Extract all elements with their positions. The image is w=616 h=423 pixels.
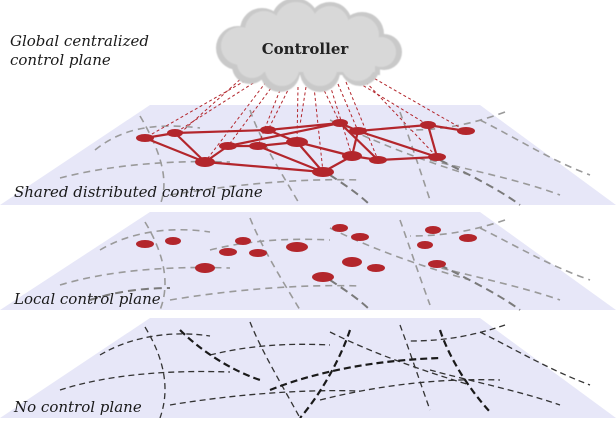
node: [260, 126, 276, 134]
node: [136, 134, 154, 142]
node: [367, 264, 385, 272]
node: [342, 257, 362, 267]
node: [349, 127, 367, 135]
shared-control-plane-label: Shared distributed control plane: [14, 183, 263, 201]
node: [286, 137, 308, 147]
node: [417, 241, 433, 249]
shared-plane-nodes: [136, 119, 475, 177]
node: [167, 129, 183, 137]
node: [286, 242, 308, 252]
node: [249, 249, 267, 257]
node: [459, 234, 477, 242]
node: [249, 142, 267, 150]
node: [195, 157, 215, 167]
node: [457, 127, 475, 135]
local-control-plane-label: Local control plane: [14, 290, 161, 308]
plane-shared-dark-links: [329, 159, 521, 206]
node: [136, 240, 154, 248]
node: [312, 167, 334, 177]
node: [428, 260, 446, 268]
controller-label: Controller: [261, 40, 349, 58]
node: [425, 226, 441, 234]
node: [312, 272, 334, 282]
node: [195, 263, 215, 273]
node: [219, 248, 237, 256]
local-plane-nodes: [136, 224, 477, 282]
node: [235, 237, 251, 245]
plane-none-dashed-links: [59, 321, 591, 419]
plane-none-dark-links: [179, 329, 491, 419]
node: [165, 237, 181, 245]
node: [420, 121, 436, 129]
node: [219, 142, 237, 150]
global-control-plane-label: Global centralized control plane: [10, 32, 149, 69]
node: [342, 151, 362, 161]
no-control-plane-label: No control plane: [14, 398, 142, 416]
node: [332, 119, 348, 127]
node: [369, 156, 387, 164]
node: [428, 153, 446, 161]
plane-none: [0, 318, 616, 418]
cloud-icon: [216, 0, 402, 92]
node: [351, 233, 369, 241]
plane-local-dark-links: [89, 264, 521, 311]
node: [332, 224, 348, 232]
